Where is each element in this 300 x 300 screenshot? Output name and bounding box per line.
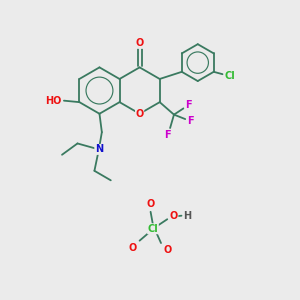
Text: Cl: Cl [148, 224, 158, 234]
Text: F: F [187, 116, 193, 126]
Text: F: F [185, 100, 192, 110]
Text: F: F [164, 130, 171, 140]
Text: H: H [183, 211, 191, 221]
Text: O: O [164, 245, 172, 255]
Text: O: O [136, 109, 144, 119]
Text: O: O [146, 199, 155, 209]
Text: N: N [95, 144, 103, 154]
Text: O: O [136, 38, 144, 48]
Text: O: O [170, 211, 178, 221]
Text: HO: HO [45, 96, 62, 106]
Text: Cl: Cl [224, 71, 235, 81]
Text: O: O [128, 243, 136, 253]
